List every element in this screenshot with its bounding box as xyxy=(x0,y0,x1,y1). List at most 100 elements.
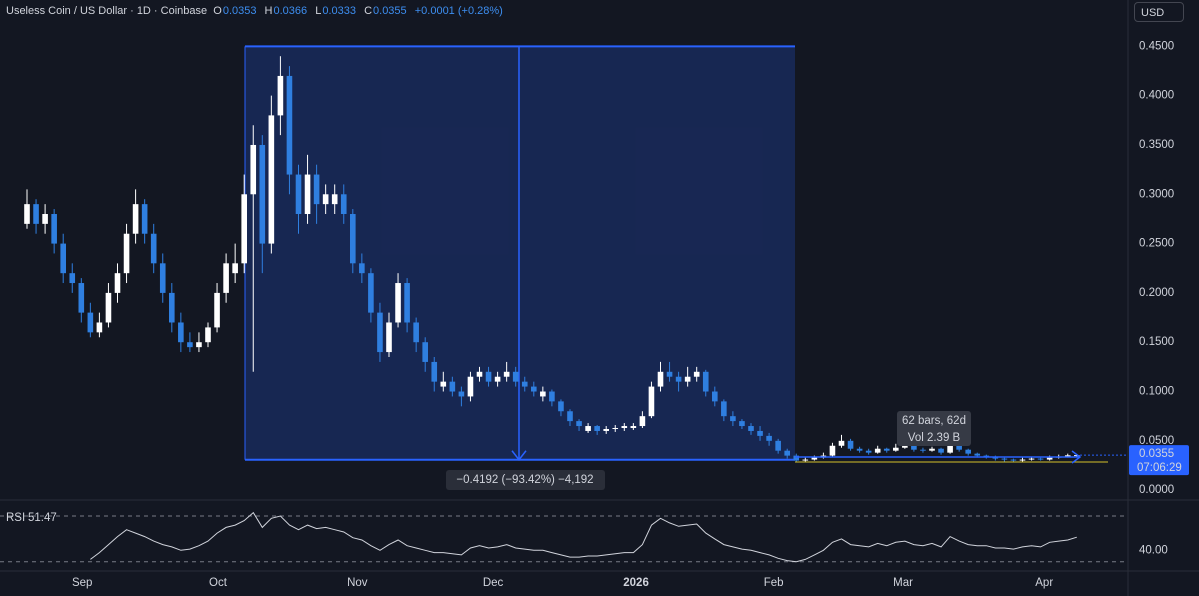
candle-body xyxy=(911,445,917,450)
range-label: 62 bars, 62d xyxy=(902,415,966,427)
candle-body xyxy=(567,411,573,422)
y-tick-label: 0.4000 xyxy=(1139,90,1174,102)
candle-body xyxy=(702,371,709,392)
candle-body xyxy=(313,174,320,205)
y-tick-label: 0.2000 xyxy=(1139,287,1174,299)
candle-body xyxy=(24,204,30,224)
last-price: 0.0355 xyxy=(1139,448,1174,460)
candle-body xyxy=(431,361,438,382)
candle-body xyxy=(386,322,392,353)
candle-body xyxy=(322,194,329,205)
candle-body xyxy=(96,322,103,333)
candle-body xyxy=(87,312,94,333)
x-tick-label: Mar xyxy=(893,577,913,589)
candle-body xyxy=(521,381,528,387)
candle-body xyxy=(612,428,619,430)
candle-body xyxy=(42,214,48,224)
overlay-layer: 0.0000 0.0500 0.1000 0.1500 0.2000 0.2500 0.30… xyxy=(0,40,1189,589)
range-arrowhead xyxy=(1071,450,1082,464)
candle-body xyxy=(856,448,863,451)
measure-label: −0.4192 (−93.42%) −4,192 xyxy=(456,474,593,486)
candle-body xyxy=(458,391,465,397)
candle-body xyxy=(829,445,836,456)
candle-body xyxy=(784,450,790,456)
candle-body xyxy=(748,426,754,431)
candle-body xyxy=(340,194,347,215)
candle-body xyxy=(929,448,935,451)
candle-body xyxy=(893,447,899,451)
candle-body xyxy=(214,292,220,328)
candle-body xyxy=(259,144,266,244)
rsi-name: RSI xyxy=(6,512,25,524)
y-tick-label: 0.2500 xyxy=(1139,238,1174,250)
candle-body xyxy=(766,435,772,441)
y-tick-label: 0.0500 xyxy=(1139,435,1174,447)
ohlc-value: 0.0355 xyxy=(373,5,407,17)
candle-body xyxy=(558,401,564,412)
x-tick-label: Nov xyxy=(347,577,368,589)
last-price-box xyxy=(1129,445,1189,476)
candle-body xyxy=(449,381,456,392)
range-label-box xyxy=(897,411,971,446)
candle-body xyxy=(105,292,112,323)
candle-body xyxy=(78,283,85,313)
candle-body xyxy=(802,459,809,461)
candle-body xyxy=(150,233,157,264)
candle-body xyxy=(1010,459,1017,461)
candle-body xyxy=(1019,459,1026,461)
change: +0.0001 (+0.28%) xyxy=(414,5,503,17)
candle-body xyxy=(1064,455,1071,457)
candle-body xyxy=(739,421,745,427)
candle-body xyxy=(811,457,818,460)
range-label: Vol 2.39 B xyxy=(908,432,961,444)
measure-arrowhead xyxy=(511,450,527,461)
candle-body xyxy=(1046,457,1053,460)
symbol-header: Useless Coin / US Dollar · 1D · Coinbase… xyxy=(6,5,508,17)
candle-body xyxy=(368,273,374,313)
ohlc-value: 0.0333 xyxy=(322,5,356,17)
candle-body xyxy=(395,283,401,323)
y-tick-label: 0.1500 xyxy=(1139,336,1174,348)
candle-body xyxy=(603,428,609,431)
candle-body xyxy=(304,174,311,215)
candle-body xyxy=(331,194,338,205)
y-tick-label: 0.0000 xyxy=(1139,484,1174,496)
candle-body xyxy=(286,75,293,175)
candle-body xyxy=(1028,458,1035,460)
candle-body xyxy=(467,376,474,397)
ohlc-key: C xyxy=(364,5,373,17)
currency-button[interactable]: USD xyxy=(1134,2,1184,22)
candle-body xyxy=(377,312,383,353)
candle-body xyxy=(232,263,238,274)
candle-body xyxy=(675,376,682,382)
candle-body xyxy=(874,448,881,453)
candle-body xyxy=(512,371,519,382)
candle-body xyxy=(956,445,962,450)
candle-body xyxy=(205,327,211,343)
candle-body xyxy=(494,376,501,382)
candle-body xyxy=(983,455,990,457)
candle-body xyxy=(666,371,673,377)
candle-body xyxy=(883,448,890,451)
candle-body xyxy=(947,445,953,453)
candle-body xyxy=(757,430,763,436)
candle-body xyxy=(114,273,121,293)
candle-body xyxy=(865,450,872,453)
candle-body xyxy=(648,386,655,417)
ohlc-key: L xyxy=(315,5,322,17)
ohlc-value: 0.0366 xyxy=(273,5,308,17)
candle-body xyxy=(404,283,410,323)
candle-body xyxy=(295,174,302,215)
candle-body xyxy=(123,233,130,274)
candle-body xyxy=(1074,455,1080,457)
y-tick-label: 0.3500 xyxy=(1139,139,1174,151)
candle-body xyxy=(639,416,646,427)
y-tick-label: 0.4500 xyxy=(1139,40,1174,52)
candle-body xyxy=(250,144,257,195)
candle-body xyxy=(178,322,184,343)
candle-body xyxy=(196,342,202,348)
candle-body xyxy=(974,453,981,456)
candle-body xyxy=(630,426,637,429)
countdown: 07:06:29 xyxy=(1137,462,1182,474)
